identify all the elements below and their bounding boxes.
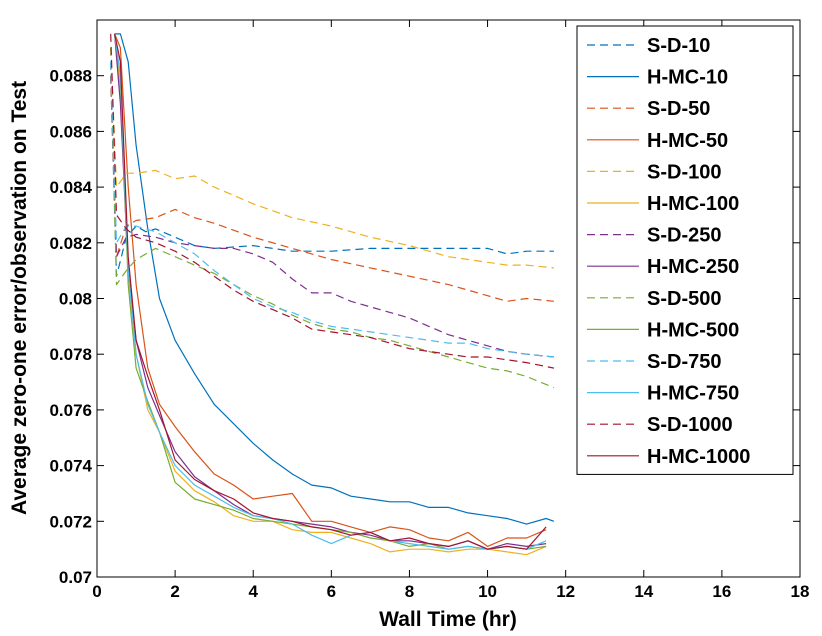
- legend-label-s-d-1000: S-D-1000: [647, 414, 733, 436]
- series-line-s-d-100: [110, 47, 554, 269]
- series-line-s-d-500: [110, 47, 555, 389]
- legend-label-h-mc-100: H-MC-100: [647, 193, 739, 215]
- series-line-s-d-50: [110, 75, 554, 302]
- legend-label-s-d-50: S-D-50: [647, 98, 710, 120]
- y-tick-label: 0.088: [49, 67, 92, 86]
- x-tick-label: 10: [478, 582, 497, 601]
- x-tick-label: 12: [556, 582, 575, 601]
- legend-label-h-mc-10: H-MC-10: [647, 67, 728, 89]
- series-line-h-mc-10: [114, 33, 555, 525]
- series-line-h-mc-750: [114, 33, 547, 550]
- series-line-h-mc-100: [114, 33, 547, 556]
- y-tick-label: 0.082: [49, 234, 92, 253]
- legend-label-s-d-750: S-D-750: [647, 351, 721, 373]
- x-tick-label: 4: [248, 582, 258, 601]
- x-tick-label: 8: [405, 582, 414, 601]
- legend-label-s-d-500: S-D-500: [647, 288, 721, 310]
- x-tick-label: 16: [712, 582, 731, 601]
- y-tick-label: 0.086: [49, 122, 92, 141]
- legend-label-h-mc-750: H-MC-750: [647, 383, 739, 405]
- y-tick-label: 0.078: [49, 345, 92, 364]
- x-axis-label: Wall Time (hr): [379, 608, 517, 631]
- y-tick-label: 0.074: [49, 457, 92, 476]
- series-line-s-d-250: [110, 61, 554, 358]
- series-layer: [110, 33, 555, 556]
- series-line-s-d-1000: [110, 33, 555, 369]
- x-tick-label: 18: [791, 582, 810, 601]
- series-line-h-mc-50: [114, 33, 547, 548]
- legend-label-h-mc-500: H-MC-500: [647, 319, 739, 341]
- x-tick-label: 6: [327, 582, 336, 601]
- y-tick-label: 0.08: [59, 290, 92, 309]
- plot-frame: [96, 19, 801, 578]
- x-tick-label: 2: [170, 582, 179, 601]
- legend: S-D-10 H-MC-10 S-D-50 H-MC-50 S-D-100 H-MC-10…: [576, 25, 794, 475]
- series-line-s-d-10: [110, 75, 554, 277]
- x-tick-label: 14: [634, 582, 653, 601]
- y-tick-label: 0.07: [59, 568, 92, 587]
- legend-label-h-mc-50: H-MC-50: [647, 130, 728, 152]
- series-line-h-mc-1000: [114, 33, 547, 550]
- legend-label-h-mc-250: H-MC-250: [647, 256, 739, 278]
- y-tick-label: 0.084: [49, 178, 92, 197]
- y-tick-label: 0.076: [49, 401, 92, 420]
- y-axis-label: Average zero-one error/observation on Te…: [8, 81, 31, 515]
- legend-label-h-mc-1000: H-MC-1000: [647, 446, 750, 468]
- legend-label-s-d-250: S-D-250: [647, 225, 721, 247]
- legend-label-s-d-100: S-D-100: [647, 161, 721, 183]
- axes-layer: 0 2 4 6 8 10 12 14 16 18 0.07 0.072 0.074 0.076 0.078 0…: [49, 20, 809, 601]
- y-tick-label: 0.072: [49, 512, 92, 531]
- x-tick-label: 0: [92, 582, 101, 601]
- legend-box: [576, 25, 794, 475]
- legend-label-s-d-10: S-D-10: [647, 35, 710, 57]
